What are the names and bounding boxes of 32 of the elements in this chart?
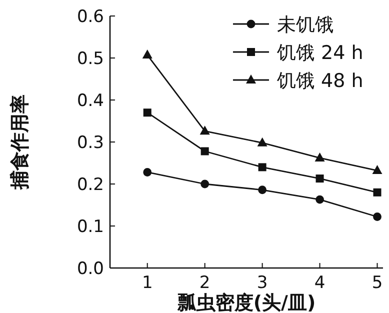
point bbox=[200, 126, 210, 135]
x-tick-label: 3 bbox=[256, 273, 268, 293]
point bbox=[200, 180, 210, 188]
y-tick-label: 0.5 bbox=[76, 49, 104, 69]
x-tick-label: 5 bbox=[372, 273, 383, 293]
point bbox=[373, 212, 382, 221]
legend-label: 饥饿 48 h bbox=[276, 70, 364, 92]
point bbox=[200, 147, 209, 156]
point bbox=[316, 174, 324, 183]
y-tick-label: 0.2 bbox=[76, 175, 104, 195]
point bbox=[373, 188, 382, 196]
legend-label: 饥饿 24 h bbox=[276, 42, 364, 64]
point bbox=[372, 165, 382, 174]
y-tick-label: 0.4 bbox=[76, 91, 104, 111]
point bbox=[143, 168, 152, 176]
y-axis-title: 捕食作用率 bbox=[9, 94, 31, 190]
legend-label: 未饥饿 bbox=[277, 14, 334, 36]
y-tick-label: 0.0 bbox=[76, 259, 104, 279]
y-tick-label: 0.6 bbox=[76, 7, 104, 27]
point bbox=[257, 137, 268, 146]
point bbox=[143, 108, 152, 117]
point bbox=[142, 50, 152, 59]
y-tick-label: 0.1 bbox=[76, 217, 104, 237]
y-tick-label: 0.3 bbox=[76, 133, 104, 153]
point bbox=[258, 163, 266, 172]
x-axis-title: 瓢虫密度(头/皿) bbox=[176, 292, 316, 313]
point bbox=[258, 186, 267, 194]
point bbox=[316, 195, 324, 204]
point bbox=[314, 152, 325, 162]
x-tick-label: 4 bbox=[314, 273, 326, 293]
x-tick-label: 2 bbox=[199, 273, 210, 293]
x-tick-label: 1 bbox=[142, 273, 153, 293]
